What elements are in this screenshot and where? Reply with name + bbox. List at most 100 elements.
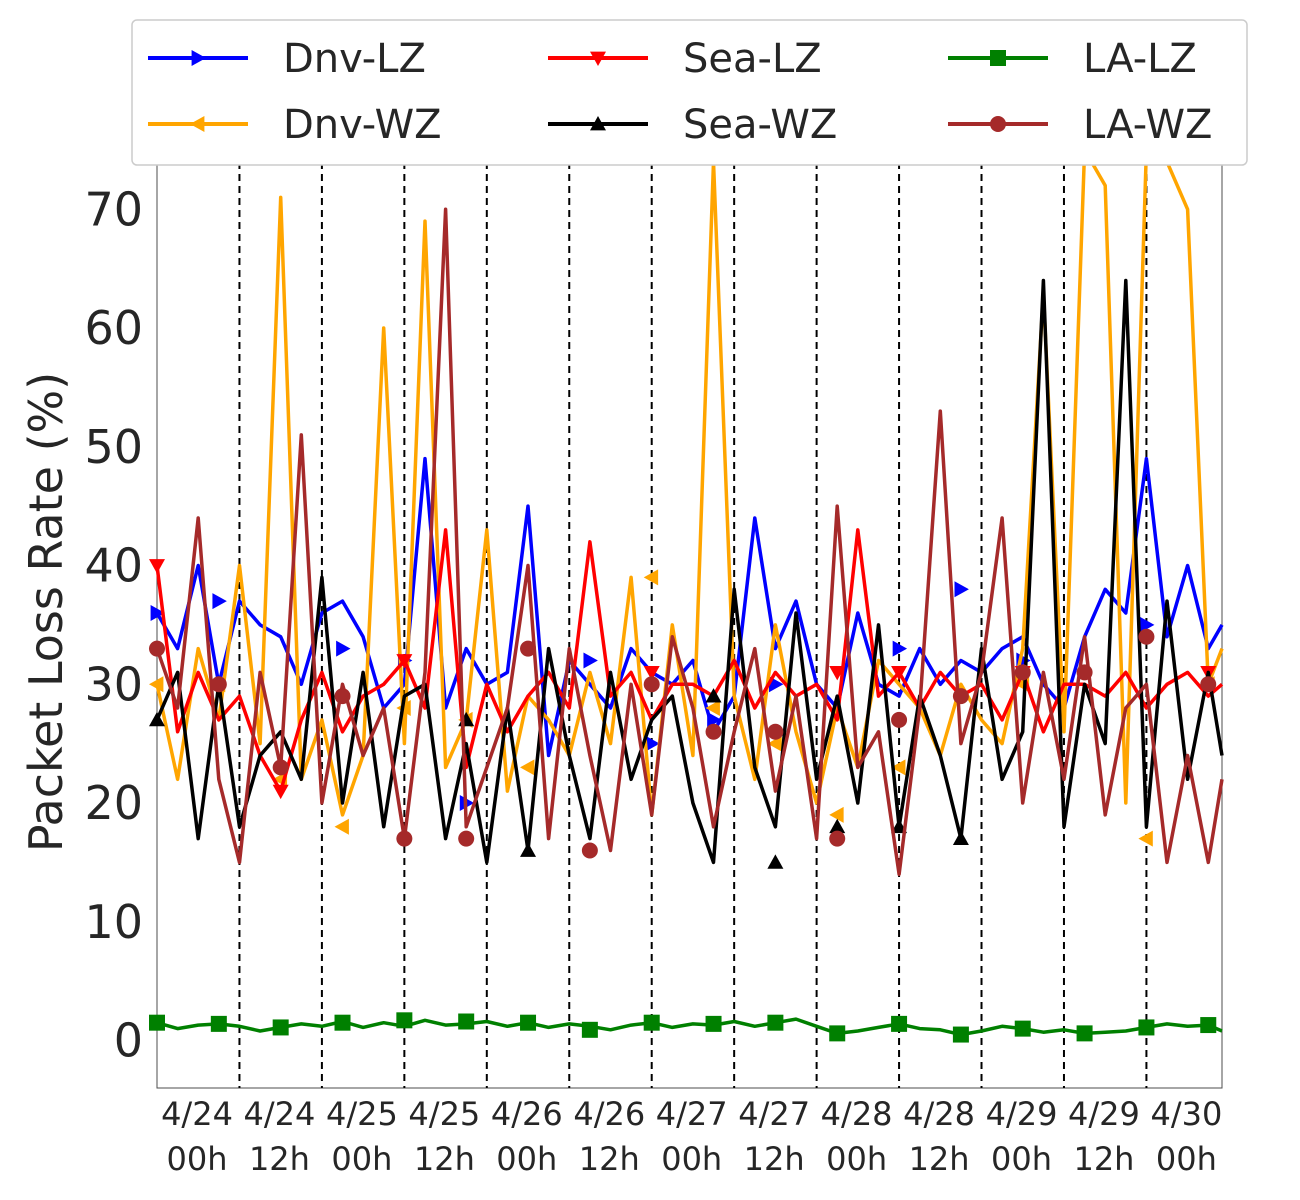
legend-item-dnv-lz: Dnv-LZ xyxy=(148,36,426,82)
series-marker xyxy=(707,711,722,728)
y-tick-label: 50 xyxy=(84,420,143,474)
legend-item-sea-wz: Sea-WZ xyxy=(548,102,837,148)
series-marker xyxy=(705,700,720,716)
series-marker xyxy=(334,1014,351,1031)
series-marker xyxy=(952,688,969,705)
series-marker xyxy=(150,605,165,621)
series-marker xyxy=(1076,664,1093,681)
series-marker xyxy=(396,654,413,669)
x-tick-label: 12h xyxy=(909,1140,970,1178)
series-marker xyxy=(590,51,606,66)
x-tick-label: 00h xyxy=(826,1140,887,1178)
legend-label: Sea-LZ xyxy=(683,36,822,82)
x-tick-label: 12h xyxy=(579,1140,640,1178)
series-marker xyxy=(583,652,598,669)
series-marker xyxy=(891,1015,908,1032)
series-marker xyxy=(210,1015,227,1032)
y-tick-label: 40 xyxy=(84,539,143,593)
x-tick-label: 00h xyxy=(167,1140,228,1178)
series-line xyxy=(155,456,1224,758)
y-tick-label: 0 xyxy=(114,1014,143,1068)
series-marker xyxy=(520,842,537,857)
series-marker xyxy=(590,116,606,131)
series-marker xyxy=(767,723,784,740)
series-marker xyxy=(581,842,598,859)
legend-label: LA-WZ xyxy=(1083,102,1212,148)
series-marker xyxy=(272,1019,289,1036)
series-marker xyxy=(581,1021,598,1038)
legend-label: LA-LZ xyxy=(1083,36,1197,82)
x-tick-label: 00h xyxy=(991,1140,1052,1178)
series-marker xyxy=(149,559,165,574)
x-tick-label: 4/28 xyxy=(821,1095,893,1133)
series-marker xyxy=(149,640,165,657)
series-marker xyxy=(334,818,349,835)
series-marker xyxy=(520,1014,537,1031)
series-marker xyxy=(990,116,1006,132)
series-marker xyxy=(336,640,351,657)
series-marker xyxy=(149,1014,165,1031)
series-marker xyxy=(520,759,535,776)
series-marker xyxy=(643,665,660,681)
series-marker xyxy=(767,1014,784,1031)
series-marker xyxy=(1200,1017,1217,1034)
series-marker xyxy=(829,818,846,834)
legend-item-dnv-wz: Dnv-WZ xyxy=(148,102,442,148)
legend-label: Dnv-WZ xyxy=(283,102,442,148)
legend-label: Sea-WZ xyxy=(683,102,837,148)
x-tick-label: 4/25 xyxy=(408,1095,480,1133)
legend-label: Dnv-LZ xyxy=(283,36,426,82)
series-marker xyxy=(396,1012,413,1029)
x-tick-label: 4/25 xyxy=(326,1095,398,1133)
series-marker xyxy=(1138,1019,1155,1036)
series-marker xyxy=(829,830,846,847)
series-marker xyxy=(212,593,227,610)
series-la-wz xyxy=(149,207,1224,877)
series-marker xyxy=(520,640,537,657)
x-tick-label: 12h xyxy=(1073,1140,1134,1178)
series-marker xyxy=(396,830,413,847)
series-layer xyxy=(149,148,1224,1043)
series-marker xyxy=(891,711,908,728)
legend-item-sea-lz: Sea-LZ xyxy=(548,36,822,82)
series-marker xyxy=(891,665,908,681)
series-marker xyxy=(1076,1025,1093,1042)
series-marker xyxy=(705,723,722,740)
x-tick-label: 00h xyxy=(1156,1140,1217,1178)
series-marker xyxy=(829,665,846,681)
x-tick-label: 4/24 xyxy=(161,1095,233,1133)
x-tick-label: 12h xyxy=(249,1140,310,1178)
series-marker xyxy=(1138,628,1155,645)
series-marker xyxy=(1014,1020,1031,1037)
y-axis-label: Packet Loss Rate (%) xyxy=(19,372,73,852)
series-marker xyxy=(767,854,784,869)
series-marker xyxy=(891,759,906,776)
series-marker xyxy=(272,759,289,776)
series-marker xyxy=(954,581,969,598)
x-tick-label: 12h xyxy=(744,1140,805,1178)
x-tick-label: 4/30 xyxy=(1150,1095,1222,1133)
x-tick-label: 4/26 xyxy=(491,1095,563,1133)
y-tick-label: 70 xyxy=(84,182,143,236)
x-tick-label: 4/26 xyxy=(573,1095,645,1133)
series-marker xyxy=(190,116,205,132)
series-marker xyxy=(990,50,1006,66)
series-marker xyxy=(334,688,351,705)
x-tick-label: 00h xyxy=(496,1140,557,1178)
series-marker xyxy=(705,1015,722,1032)
legend-item-la-wz: LA-WZ xyxy=(948,102,1212,148)
x-tick-label: 4/27 xyxy=(738,1095,810,1133)
series-marker xyxy=(1200,676,1217,693)
series-marker xyxy=(643,1014,660,1031)
series-line xyxy=(155,207,1224,877)
y-tick-label: 10 xyxy=(84,895,143,949)
series-marker xyxy=(767,735,782,752)
series-marker xyxy=(829,1025,846,1042)
x-tick-label: 4/29 xyxy=(986,1095,1058,1133)
series-marker xyxy=(458,1013,475,1030)
series-marker xyxy=(149,676,164,693)
x-tick-label: 12h xyxy=(414,1140,475,1178)
x-tick-label: 4/29 xyxy=(1068,1095,1140,1133)
x-tick-label: 00h xyxy=(331,1140,392,1178)
